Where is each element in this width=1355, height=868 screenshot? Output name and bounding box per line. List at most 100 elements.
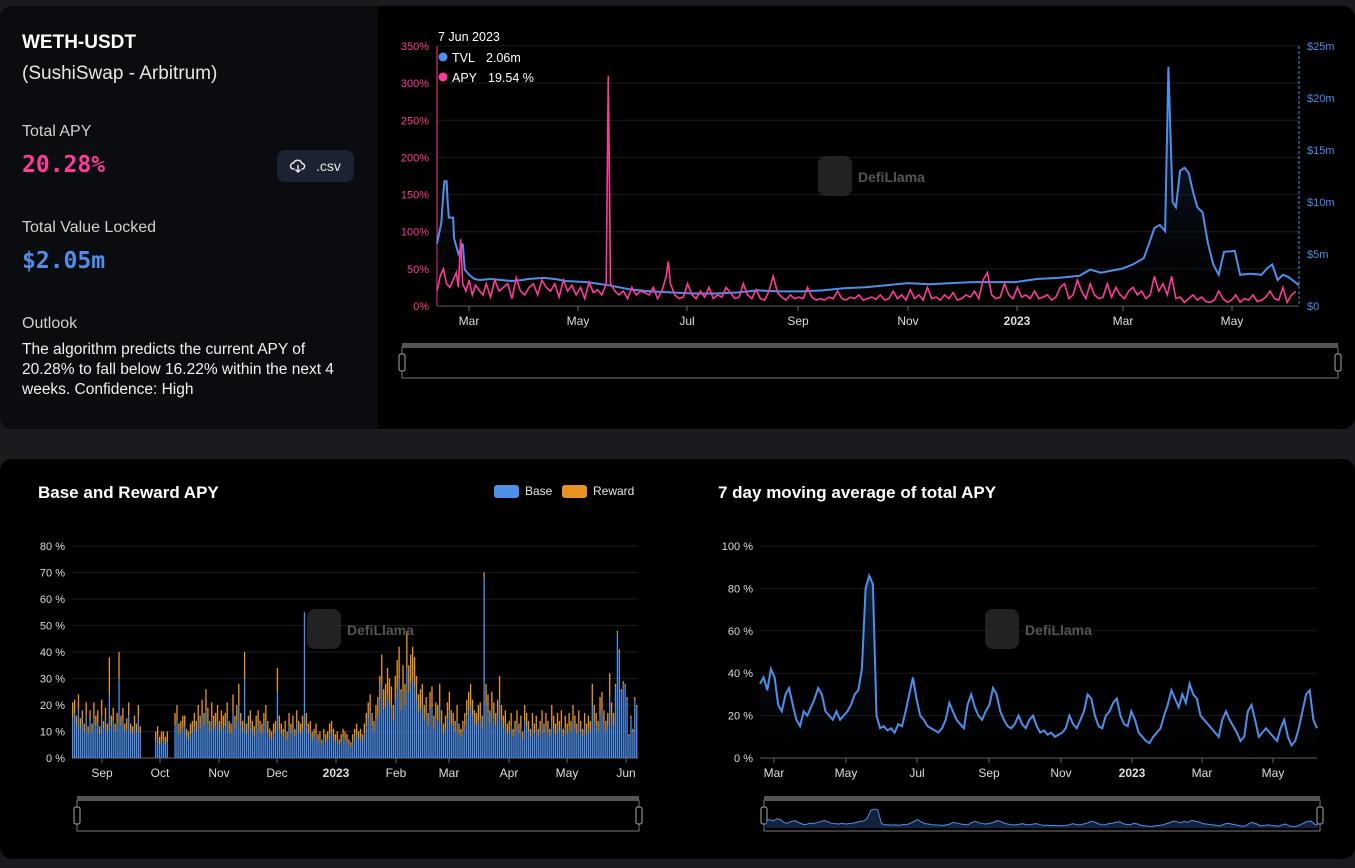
bar-base [278, 728, 281, 758]
bar-reward [408, 665, 410, 692]
bar-reward [355, 723, 358, 735]
bar-base [313, 736, 315, 758]
bar-base [471, 715, 474, 758]
bar-reward [280, 723, 282, 735]
bar-reward [298, 720, 300, 732]
bar-base [249, 723, 252, 758]
bar-base [236, 720, 238, 758]
tvl-apy-chart[interactable]: 0% 50% 100% 150% 200% 250% 300% 350% $0 $5m $10m $1… [0, 0, 1355, 429]
bar-base [520, 728, 522, 758]
bar-reward [205, 689, 207, 711]
bar-reward [305, 712, 308, 727]
bar-reward [321, 739, 323, 745]
bar-reward [247, 715, 250, 729]
bar-reward [346, 734, 348, 743]
bar-base [491, 710, 493, 758]
bar-base [425, 715, 427, 758]
bar-reward [309, 720, 311, 732]
bar-base [185, 736, 188, 758]
bar-base [332, 736, 335, 758]
legend-base-swatch [494, 484, 519, 498]
bar-reward [106, 723, 109, 732]
bar-base [541, 723, 543, 758]
bar-base [508, 731, 510, 758]
bar-base [191, 731, 194, 758]
bar-base [340, 742, 342, 758]
bar-base [156, 736, 159, 758]
bar-reward [129, 723, 132, 732]
bar-reward [518, 723, 520, 735]
bar-base [218, 731, 221, 758]
bar-reward [622, 681, 624, 684]
defillama-logo [985, 609, 1019, 649]
bar-base [500, 720, 503, 758]
y-tick-label: 60 % [728, 626, 753, 638]
bar-reward [439, 683, 441, 705]
bar-base [450, 723, 452, 758]
bar-base [118, 678, 120, 758]
bar-base [189, 734, 192, 758]
bar-reward [307, 723, 310, 735]
bar-reward [458, 723, 460, 735]
bar-reward [267, 720, 269, 732]
moving-average-chart-title: 7 day moving average of total APY [718, 483, 997, 502]
bar-base [630, 718, 632, 758]
legend-base[interactable]: Base [494, 484, 552, 498]
bar-reward [207, 707, 209, 724]
bar-base [398, 678, 400, 758]
bar-base [539, 731, 541, 758]
bar-reward [479, 702, 481, 719]
bar-base [522, 739, 524, 758]
bar-reward [236, 705, 238, 721]
bar-reward [413, 657, 416, 687]
bar-base [77, 710, 80, 758]
bar-base [251, 731, 253, 758]
bar-reward [632, 728, 634, 732]
bar-reward [603, 710, 605, 724]
bar-reward [361, 734, 364, 743]
bar-reward [574, 715, 576, 729]
bar-reward [529, 728, 532, 737]
bar-reward [85, 702, 87, 716]
bar-base [267, 731, 269, 758]
bar-reward [388, 678, 391, 703]
bar-base [108, 694, 111, 758]
bar-base [255, 728, 257, 758]
bar-base [427, 726, 429, 758]
bar-reward [609, 673, 611, 698]
bar-base [303, 612, 306, 758]
bar-base [182, 728, 184, 758]
bar-base [394, 699, 396, 758]
zoom-handle-left [398, 353, 406, 372]
bar-base [114, 731, 116, 758]
bar-reward [500, 705, 503, 721]
bar-reward [83, 723, 85, 732]
y-right-tick-label: $15m [1307, 145, 1335, 157]
legend-reward-swatch [562, 484, 587, 498]
bar-base [240, 726, 242, 758]
bar-base [321, 744, 323, 758]
x-tick-label: Sep [787, 314, 809, 328]
bar-reward [263, 712, 265, 727]
bar-base [162, 739, 165, 758]
bar-base [357, 739, 360, 758]
y-left-tick-label: 0% [413, 301, 429, 313]
bar-base [83, 731, 85, 758]
x-tick-label: May [567, 314, 590, 328]
bar-reward [330, 720, 333, 732]
y-tick-label: 80 % [40, 541, 65, 553]
bar-base [375, 720, 377, 758]
watermark-text: DefiLlama [858, 169, 925, 185]
bar-reward [510, 712, 512, 727]
bar-reward [104, 707, 107, 721]
csv-download-button[interactable]: .csv [277, 150, 354, 182]
bar-reward [137, 705, 140, 719]
bar-reward [406, 630, 408, 668]
zoom-handle-left [73, 806, 81, 825]
legend-reward[interactable]: Reward [562, 484, 634, 498]
bar-reward [607, 712, 609, 727]
watermark-text: DefiLlama [347, 622, 414, 638]
bar-base [554, 734, 557, 758]
